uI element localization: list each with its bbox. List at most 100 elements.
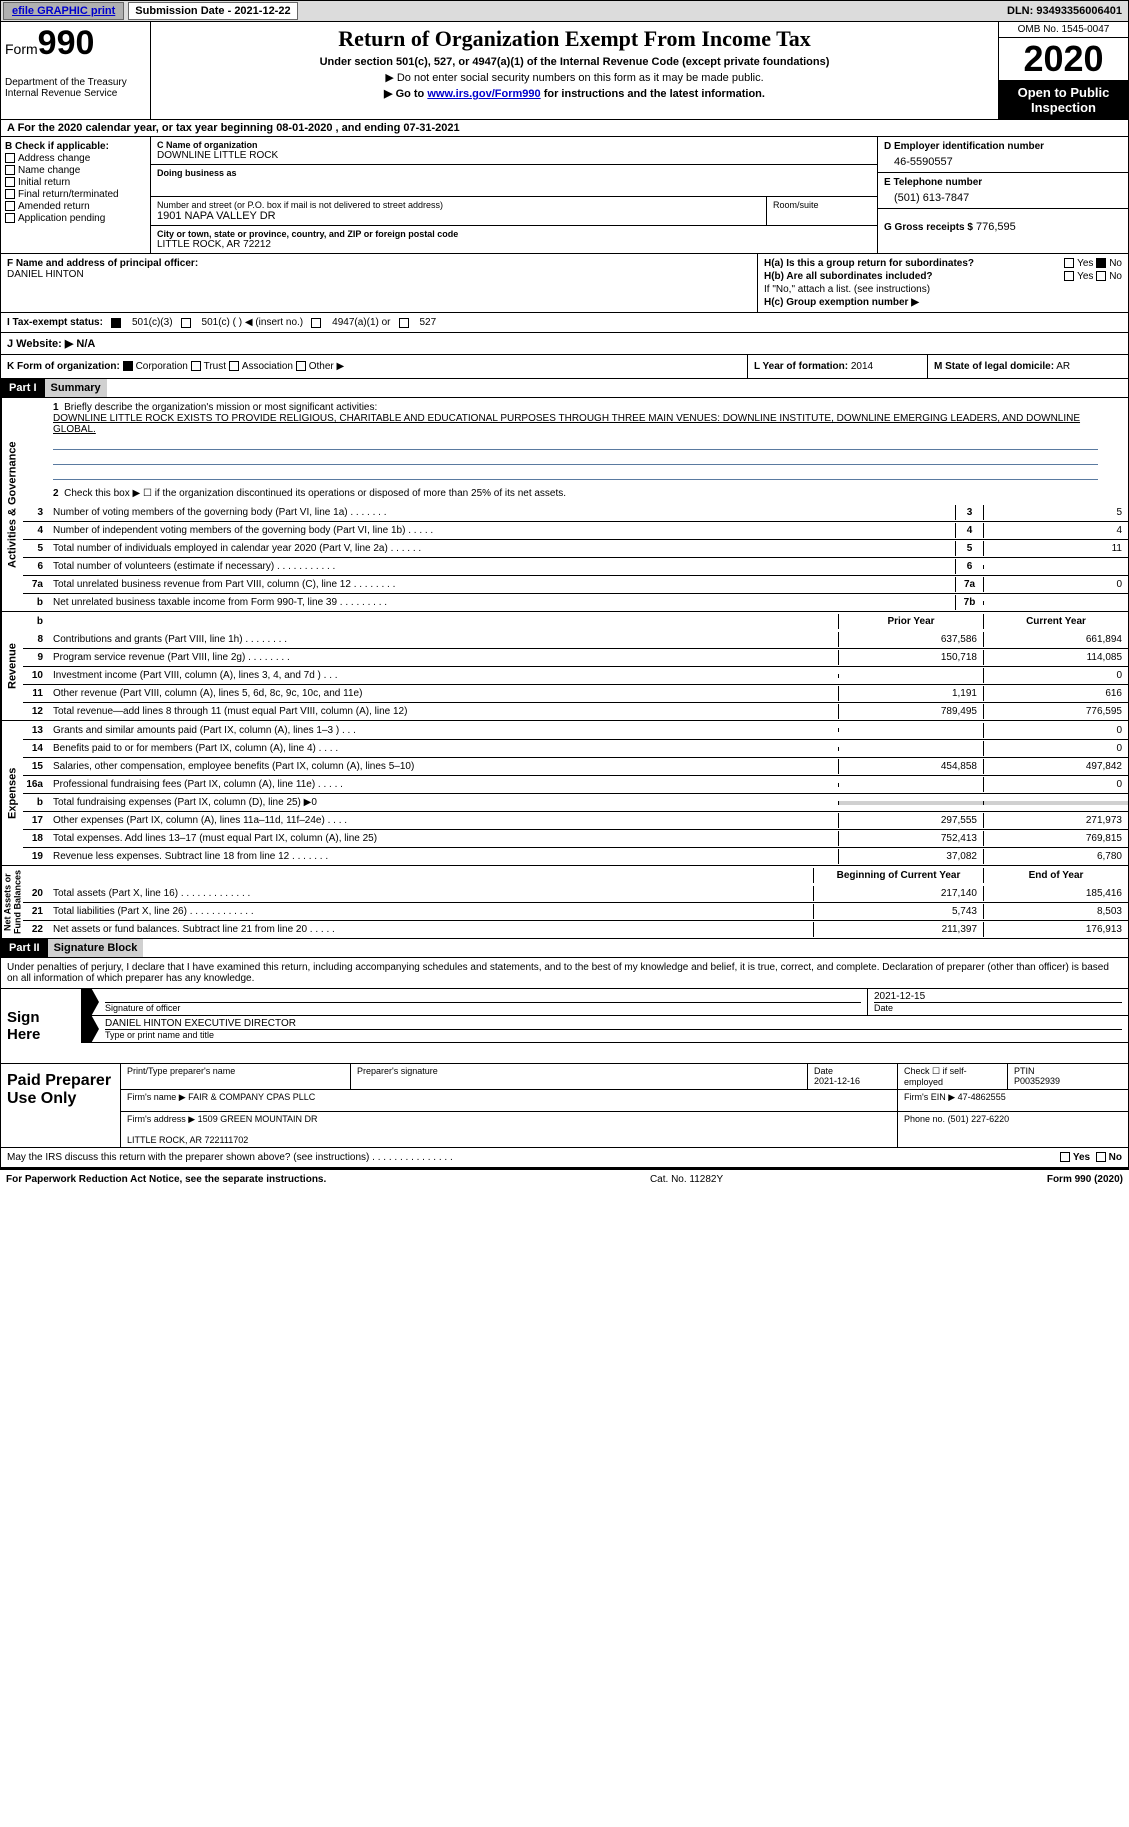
chk-amended[interactable]: [5, 201, 15, 211]
section-l: L Year of formation: 2014: [748, 355, 928, 378]
form-header: Form990 Department of the Treasury Inter…: [1, 22, 1128, 120]
ptin: P00352939: [1014, 1076, 1060, 1086]
tax-year: 2020: [1003, 38, 1124, 80]
form-ref: Form 990 (2020): [1047, 1174, 1123, 1185]
gross-receipts: 776,595: [976, 221, 1016, 233]
org-name: DOWNLINE LITTLE ROCK: [157, 150, 871, 161]
ssn-warning: ▶ Do not enter social security numbers o…: [157, 71, 992, 84]
chk-initial-return[interactable]: [5, 177, 15, 187]
section-k: K Form of organization: Corporation Trus…: [1, 355, 748, 378]
line-19: 19Revenue less expenses. Subtract line 1…: [23, 847, 1128, 865]
net-assets-section: Net Assets or Fund Balances Beginning of…: [1, 865, 1128, 938]
street-address: 1901 NAPA VALLEY DR: [157, 210, 760, 222]
line-6: 6Total number of volunteers (estimate if…: [23, 557, 1128, 575]
paid-preparer-block: Paid Preparer Use Only Print/Type prepar…: [1, 1063, 1128, 1147]
line-16a: 16aProfessional fundraising fees (Part I…: [23, 775, 1128, 793]
chk-corp[interactable]: [123, 361, 133, 371]
line-15: 15Salaries, other compensation, employee…: [23, 757, 1128, 775]
telephone: (501) 613-7847: [884, 188, 1122, 204]
form-number: Form990: [5, 24, 146, 63]
part-ii-header: Part IISignature Block: [1, 938, 1128, 958]
efile-print-link[interactable]: efile GRAPHIC print: [3, 2, 124, 20]
line-12: 12Total revenue—add lines 8 through 11 (…: [23, 702, 1128, 720]
line-10: 10Investment income (Part VIII, column (…: [23, 666, 1128, 684]
section-j: J Website: ▶ N/A: [1, 333, 1128, 355]
mission-text: DOWNLINE LITTLE ROCK EXISTS TO PROVIDE R…: [53, 413, 1098, 435]
discuss-row: May the IRS discuss this return with the…: [1, 1147, 1128, 1168]
line-4: 4Number of independent voting members of…: [23, 521, 1128, 539]
line-9: 9Program service revenue (Part VIII, lin…: [23, 648, 1128, 666]
chk-assoc[interactable]: [229, 361, 239, 371]
section-h: H(a) Is this a group return for subordin…: [758, 254, 1128, 312]
irs-link[interactable]: www.irs.gov/Form990: [427, 88, 540, 100]
line-11: 11Other revenue (Part VIII, column (A), …: [23, 684, 1128, 702]
prep-date: 2021-12-16: [814, 1076, 860, 1086]
chk-501c3[interactable]: [111, 318, 121, 328]
expenses-section: Expenses 13Grants and similar amounts pa…: [1, 720, 1128, 865]
hb-yes[interactable]: [1064, 271, 1074, 281]
arrow-icon: [81, 989, 99, 1015]
line-7a: 7aTotal unrelated business revenue from …: [23, 575, 1128, 593]
activities-governance: Activities & Governance 1 Briefly descri…: [1, 398, 1128, 611]
hb-no[interactable]: [1096, 271, 1106, 281]
chk-final-return[interactable]: [5, 189, 15, 199]
chk-501c[interactable]: [181, 318, 191, 328]
line-5: 5Total number of individuals employed in…: [23, 539, 1128, 557]
year-formation: 2014: [851, 361, 873, 372]
omb-number: OMB No. 1545-0047: [999, 22, 1128, 38]
dept-treasury: Department of the Treasury Internal Reve…: [5, 77, 146, 99]
footer: For Paperwork Reduction Act Notice, see …: [0, 1169, 1129, 1189]
sign-here-block: Sign Here Signature of officer 2021-12-1…: [1, 989, 1128, 1063]
sign-date: 2021-12-15: [874, 991, 1122, 1002]
chk-other[interactable]: [296, 361, 306, 371]
line-3: 3Number of voting members of the governi…: [23, 503, 1128, 521]
section-c: C Name of organization DOWNLINE LITTLE R…: [151, 137, 878, 253]
chk-4947[interactable]: [311, 318, 321, 328]
dln: DLN: 93493356006401: [1007, 5, 1128, 17]
city-state-zip: LITTLE ROCK, AR 72212: [157, 239, 871, 250]
form-990: Form990 Department of the Treasury Inter…: [0, 22, 1129, 1169]
submission-date: Submission Date - 2021-12-22: [128, 2, 297, 20]
firm-phone: (501) 227-6220: [948, 1114, 1010, 1124]
section-d: D Employer identification number 46-5590…: [878, 137, 1128, 253]
line-8: 8Contributions and grants (Part VIII, li…: [23, 630, 1128, 648]
line-21: 21Total liabilities (Part X, line 26) . …: [23, 902, 1128, 920]
line-22: 22Net assets or fund balances. Subtract …: [23, 920, 1128, 938]
chk-name-change[interactable]: [5, 165, 15, 175]
line-13: 13Grants and similar amounts paid (Part …: [23, 721, 1128, 739]
section-f: F Name and address of principal officer:…: [1, 254, 758, 312]
firm-ein: 47-4862555: [958, 1092, 1006, 1102]
goto-line: ▶ Go to www.irs.gov/Form990 for instruct…: [157, 87, 992, 100]
state-domicile: AR: [1056, 361, 1070, 372]
perjury-declaration: Under penalties of perjury, I declare th…: [1, 958, 1128, 989]
line-18: 18Total expenses. Add lines 13–17 (must …: [23, 829, 1128, 847]
discuss-no[interactable]: [1096, 1152, 1106, 1162]
topbar: efile GRAPHIC print Submission Date - 20…: [0, 0, 1129, 22]
officer-name-title: DANIEL HINTON EXECUTIVE DIRECTOR: [105, 1018, 1122, 1029]
line-7b: bNet unrelated business taxable income f…: [23, 593, 1128, 611]
ha-no[interactable]: [1096, 258, 1106, 268]
website: N/A: [76, 338, 95, 350]
row-a-period: A For the 2020 calendar year, or tax yea…: [1, 120, 1128, 137]
line-17: 17Other expenses (Part IX, column (A), l…: [23, 811, 1128, 829]
chk-app-pending[interactable]: [5, 213, 15, 223]
form-title: Return of Organization Exempt From Incom…: [157, 26, 992, 52]
ha-yes[interactable]: [1064, 258, 1074, 268]
open-inspection: Open to Public Inspection: [999, 81, 1128, 119]
section-b: B Check if applicable: Address change Na…: [1, 137, 151, 253]
section-i: I Tax-exempt status: 501(c)(3) 501(c) ( …: [1, 313, 1128, 333]
chk-trust[interactable]: [191, 361, 201, 371]
cat-no: Cat. No. 11282Y: [326, 1174, 1047, 1185]
principal-officer: DANIEL HINTON: [7, 269, 84, 280]
part-i-header: Part ISummary: [1, 379, 1128, 398]
section-m: M State of legal domicile: AR: [928, 355, 1128, 378]
revenue-section: Revenue b Prior Year Current Year 8Contr…: [1, 611, 1128, 720]
arrow-icon: [81, 1016, 99, 1042]
line-b: bTotal fundraising expenses (Part IX, co…: [23, 793, 1128, 811]
chk-address-change[interactable]: [5, 153, 15, 163]
chk-527[interactable]: [399, 318, 409, 328]
ein: 46-5590557: [884, 152, 1122, 168]
discuss-yes[interactable]: [1060, 1152, 1070, 1162]
firm-name: FAIR & COMPANY CPAS PLLC: [188, 1092, 315, 1102]
line-14: 14Benefits paid to or for members (Part …: [23, 739, 1128, 757]
